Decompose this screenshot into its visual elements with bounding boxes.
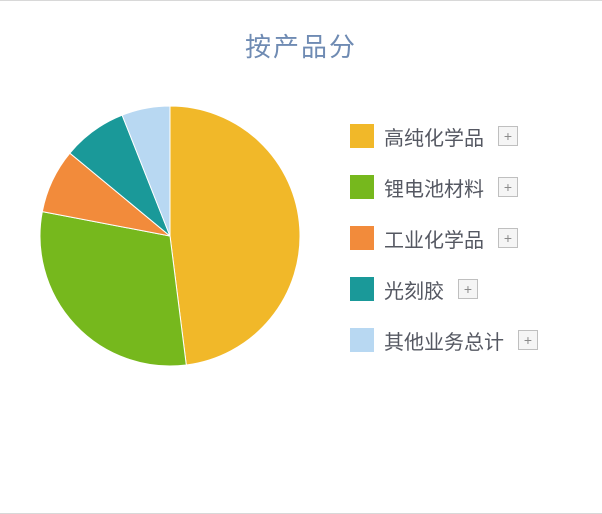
expand-icon[interactable]: + <box>498 177 518 197</box>
legend-label: 高纯化学品 <box>384 122 484 151</box>
legend-swatch <box>350 277 374 301</box>
expand-icon[interactable]: + <box>518 330 538 350</box>
chart-title: 按产品分 <box>20 27 582 64</box>
legend-swatch <box>350 175 374 199</box>
legend-item-0[interactable]: 高纯化学品 + <box>350 122 538 151</box>
expand-icon[interactable]: + <box>498 126 518 146</box>
expand-icon[interactable]: + <box>498 228 518 248</box>
legend-item-1[interactable]: 锂电池材料 + <box>350 173 538 202</box>
pie-chart <box>30 96 310 376</box>
legend-label: 工业化学品 <box>384 224 484 253</box>
legend-label: 光刻胶 <box>384 275 444 304</box>
pie-slice-0[interactable] <box>170 106 300 365</box>
chart-container: 按产品分 高纯化学品 + 锂电池材料 + 工业化学品 + 光刻胶 + 其他业务总计 + <box>0 0 602 514</box>
legend-swatch <box>350 226 374 250</box>
legend-item-4[interactable]: 其他业务总计 + <box>350 326 538 355</box>
legend-label: 锂电池材料 <box>384 173 484 202</box>
legend: 高纯化学品 + 锂电池材料 + 工业化学品 + 光刻胶 + 其他业务总计 + <box>350 118 538 355</box>
chart-body: 高纯化学品 + 锂电池材料 + 工业化学品 + 光刻胶 + 其他业务总计 + <box>20 96 582 376</box>
legend-swatch <box>350 328 374 352</box>
expand-icon[interactable]: + <box>458 279 478 299</box>
legend-item-2[interactable]: 工业化学品 + <box>350 224 538 253</box>
legend-item-3[interactable]: 光刻胶 + <box>350 275 538 304</box>
legend-swatch <box>350 124 374 148</box>
legend-label: 其他业务总计 <box>384 326 504 355</box>
